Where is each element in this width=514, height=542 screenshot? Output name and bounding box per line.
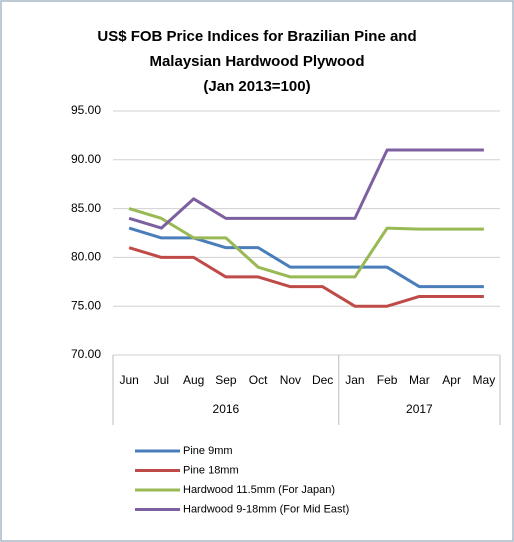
x-tick-label: Feb <box>377 373 398 387</box>
chart-title: Malaysian Hardwood Plywood <box>149 53 364 70</box>
x-group-label: 2016 <box>213 402 240 416</box>
x-tick-label: Aug <box>183 373 204 387</box>
series-line <box>128 246 484 308</box>
x-tick-label: Nov <box>280 373 301 387</box>
x-tick-label: Apr <box>442 373 461 387</box>
x-tick-label: May <box>473 373 496 387</box>
y-tick-label: 95.00 <box>71 103 101 117</box>
chart-title: (Jan 2013=100) <box>203 78 310 95</box>
series-line <box>128 226 484 289</box>
x-tick-label: Jul <box>154 373 169 387</box>
y-tick-label: 85.00 <box>71 201 101 215</box>
legend-label: Hardwood 11.5mm (For Japan) <box>183 484 335 496</box>
y-tick-label: 80.00 <box>71 250 101 264</box>
legend-label: Pine 9mm <box>183 445 233 457</box>
y-tick-label: 70.00 <box>71 347 101 361</box>
x-tick-label: Jan <box>345 373 364 387</box>
x-group-label: 2017 <box>406 402 433 416</box>
x-tick-label: Oct <box>249 373 268 387</box>
chart-title: US$ FOB Price Indices for Brazilian Pine… <box>97 28 416 45</box>
legend-label: Hardwood 9-18mm (For Mid East) <box>183 503 349 515</box>
x-tick-label: Mar <box>409 373 430 387</box>
series-line <box>128 207 484 279</box>
x-tick-label: Dec <box>312 373 333 387</box>
x-tick-label: Jun <box>119 373 138 387</box>
y-tick-label: 75.00 <box>71 298 101 312</box>
legend-label: Pine 18mm <box>183 464 239 476</box>
x-tick-label: Sep <box>215 373 237 387</box>
y-tick-label: 90.00 <box>71 152 101 166</box>
series-line <box>128 148 484 230</box>
